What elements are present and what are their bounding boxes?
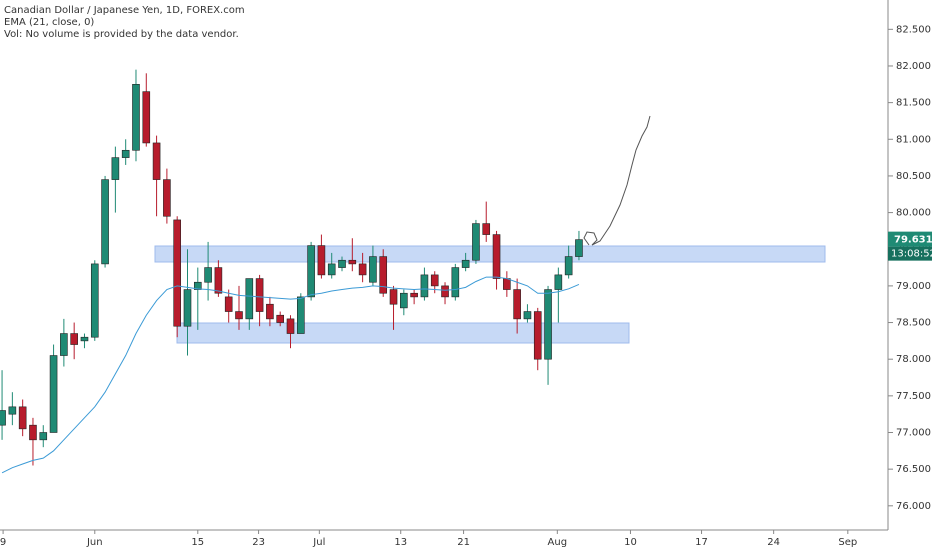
candle-body <box>544 289 552 360</box>
candle-body <box>121 149 130 158</box>
candle-body <box>142 91 151 144</box>
candle-body <box>503 278 511 290</box>
countdown-box <box>888 246 932 261</box>
candle-body <box>29 424 37 441</box>
x-tick-label: Jun <box>86 537 103 548</box>
candle-body <box>163 179 171 217</box>
ema-line <box>1 276 580 474</box>
candle-body <box>307 245 315 298</box>
candle-body <box>410 292 418 298</box>
y-tick-label: 77.000 <box>896 428 931 439</box>
candle-body <box>8 406 17 415</box>
candle-body <box>49 355 58 433</box>
candle-body <box>379 256 388 294</box>
candle-body <box>286 318 295 334</box>
candle-body <box>492 234 501 279</box>
support-zone[interactable] <box>176 322 630 344</box>
candle-body <box>358 263 367 276</box>
y-tick-label: 81.000 <box>896 134 931 145</box>
x-tick-label: Jul <box>312 537 325 548</box>
candle-body <box>152 142 161 180</box>
candle-body <box>90 263 99 338</box>
candle-body <box>39 432 48 441</box>
candle-body <box>533 311 542 360</box>
y-tick-label: 82.500 <box>896 24 931 35</box>
candle-body <box>482 223 491 235</box>
candle-body <box>111 157 120 180</box>
candle-body <box>204 267 212 283</box>
candle-body <box>461 259 470 268</box>
candle-body <box>266 303 274 320</box>
candle-body <box>101 179 109 265</box>
candle-body <box>430 274 439 287</box>
candle-body <box>338 259 346 268</box>
last-price-label: 79.631 <box>894 235 932 246</box>
x-tick-label: 15 <box>191 537 204 548</box>
candle-body <box>513 289 521 320</box>
candle-body <box>80 336 89 342</box>
candle-body <box>441 285 449 298</box>
x-tick-label: 13 <box>394 537 407 548</box>
candle-body <box>235 311 243 320</box>
candle-body <box>523 311 532 320</box>
y-tick-label: 76.500 <box>896 464 931 475</box>
candle-body <box>214 267 223 294</box>
y-tick-label: 80.500 <box>896 171 931 182</box>
ema-legend: EMA (21, close, 0) <box>4 17 94 28</box>
y-tick-label: 82.000 <box>896 61 931 72</box>
x-tick-label: Aug <box>548 537 568 548</box>
candle-body <box>132 84 140 151</box>
x-tick-label: 23 <box>252 537 265 548</box>
countdown: 13:08:52 <box>891 249 932 260</box>
y-tick-label: 80.000 <box>896 208 931 219</box>
candle-body <box>173 219 181 327</box>
candle-body <box>193 281 202 290</box>
last-price-box <box>888 231 932 247</box>
x-tick-label: 17 <box>695 537 708 548</box>
candle-body <box>245 278 254 320</box>
volume-note: Vol: No volume is provided by the data v… <box>4 29 239 40</box>
plot-area <box>0 69 583 474</box>
candle-body <box>389 289 398 305</box>
x-tick-label: 9 <box>0 537 6 548</box>
candle-body <box>472 223 480 261</box>
candle-body <box>255 278 264 312</box>
candle-body <box>420 274 429 298</box>
y-tick-label: 78.000 <box>896 354 931 365</box>
candle-body <box>369 256 377 283</box>
projection-path[interactable] <box>583 115 651 246</box>
y-tick-label: 78.500 <box>896 318 931 329</box>
candle-body <box>183 289 192 327</box>
candle-body <box>575 239 583 257</box>
candle-body <box>348 259 357 265</box>
candle-body <box>400 292 408 309</box>
candle-body <box>224 296 233 312</box>
candle-body <box>18 406 27 430</box>
candle-body <box>60 333 68 356</box>
candle-body <box>317 245 326 276</box>
candle-body <box>0 410 6 426</box>
y-tick-label: 81.500 <box>896 98 931 109</box>
resistance-zone[interactable] <box>154 245 826 263</box>
candle-body <box>297 296 305 334</box>
x-tick-label: 24 <box>767 537 780 548</box>
candle-body <box>276 314 285 323</box>
chart-title: Canadian Dollar / Japanese Yen, 1D, FORE… <box>4 5 245 16</box>
y-tick-label: 79.000 <box>896 281 931 292</box>
candle-body <box>70 333 78 345</box>
candle-body <box>451 267 460 298</box>
y-tick-label: 76.000 <box>896 501 931 512</box>
x-tick-label: 21 <box>457 537 470 548</box>
y-tick-label: 77.500 <box>896 391 931 402</box>
candle-body <box>564 256 573 276</box>
candle-body <box>327 263 336 276</box>
x-tick-label: 10 <box>624 537 637 548</box>
x-tick-label: Sep <box>838 537 857 548</box>
candle-body <box>554 274 563 290</box>
